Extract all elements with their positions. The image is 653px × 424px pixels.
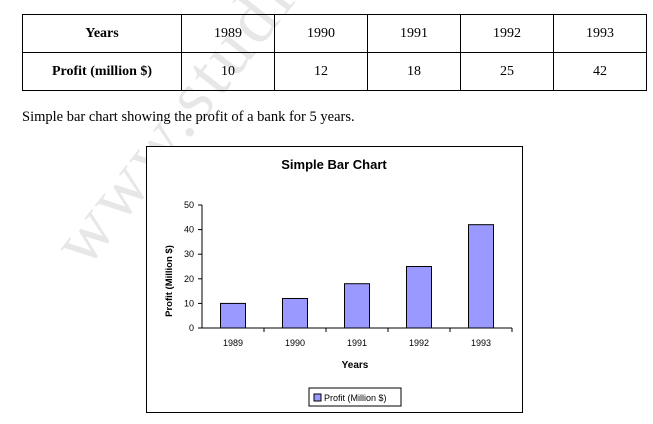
bar-chart: Simple Bar Chart Profit (Million $) Year… bbox=[164, 157, 513, 407]
profit-cell: 10 bbox=[181, 52, 275, 91]
y-tick-label: 20 bbox=[184, 274, 194, 284]
x-tick-label: 1993 bbox=[471, 338, 491, 348]
table-row-years: Years 1989 1990 1991 1992 1993 bbox=[22, 14, 647, 53]
bar bbox=[344, 283, 370, 329]
year-cell: 1992 bbox=[460, 14, 554, 53]
x-tick-label: 1990 bbox=[285, 338, 305, 348]
bar bbox=[220, 302, 246, 329]
year-cell: 1991 bbox=[367, 14, 461, 53]
bar bbox=[406, 266, 432, 329]
chart-caption: Simple bar chart showing the profit of a… bbox=[22, 109, 355, 125]
y-tick-label: 50 bbox=[184, 200, 194, 210]
year-cell: 1993 bbox=[553, 14, 647, 53]
bar bbox=[468, 224, 494, 329]
profit-cell: 12 bbox=[274, 52, 368, 91]
legend-label: Profit (Million $) bbox=[324, 393, 387, 403]
y-tick-label: 30 bbox=[184, 249, 194, 259]
year-cell: 1989 bbox=[181, 14, 275, 53]
chart-frame: Simple Bar Chart Profit (Million $) Year… bbox=[146, 146, 523, 413]
profit-cell: 25 bbox=[460, 52, 554, 91]
row-header-profit: Profit (million $) bbox=[22, 52, 182, 91]
table-row-profit: Profit (million $) 10 12 18 25 42 bbox=[22, 52, 647, 91]
row-header-years: Years bbox=[22, 14, 182, 53]
bar bbox=[282, 297, 308, 329]
profit-cell: 42 bbox=[553, 52, 647, 91]
profit-cell: 18 bbox=[367, 52, 461, 91]
year-cell: 1990 bbox=[274, 14, 368, 53]
y-tick-label: 0 bbox=[189, 323, 194, 333]
x-tick-label: 1989 bbox=[223, 338, 243, 348]
y-axis-title: Profit (Million $) bbox=[164, 245, 175, 317]
profit-table: Years 1989 1990 1991 1992 1993 Profit (m… bbox=[22, 14, 647, 91]
x-tick-label: 1992 bbox=[409, 338, 429, 348]
x-tick-label: 1991 bbox=[347, 338, 367, 348]
legend-box bbox=[308, 387, 402, 407]
legend-swatch bbox=[313, 393, 322, 402]
y-tick-label: 40 bbox=[184, 225, 194, 235]
legend: Profit (Million $) bbox=[308, 387, 402, 407]
y-tick-label: 10 bbox=[184, 298, 194, 308]
plot-area: 0 10 20 30 40 50 1989 1990 1991 1992 1993 bbox=[184, 200, 513, 348]
x-axis-title: Years bbox=[342, 360, 369, 371]
chart-title: Simple Bar Chart bbox=[281, 157, 387, 172]
